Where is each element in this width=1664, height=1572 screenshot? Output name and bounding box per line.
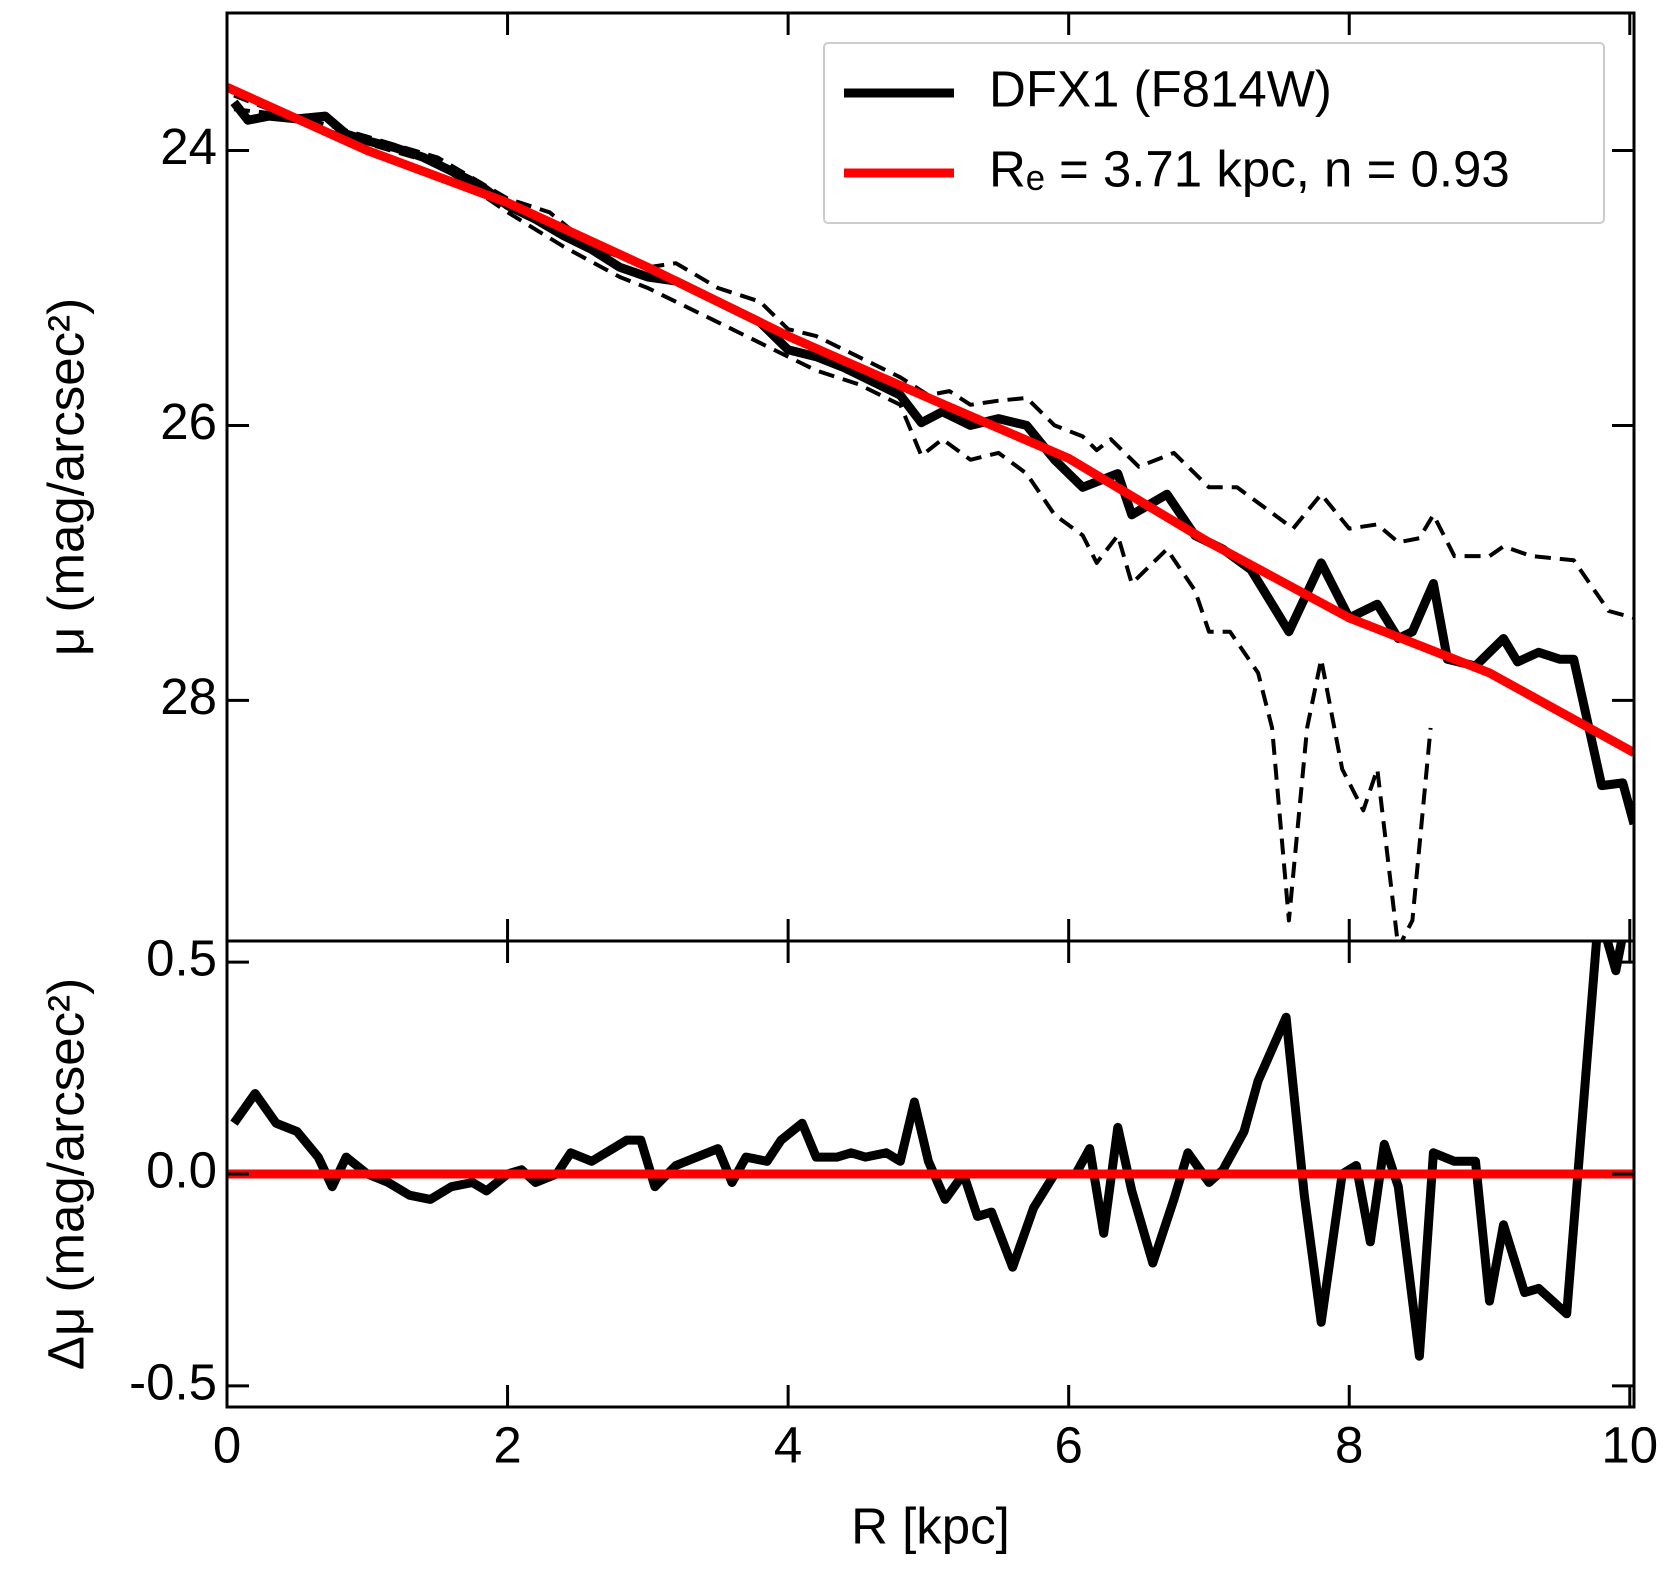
y-tick-label: 0.0 xyxy=(146,1141,217,1198)
x-tick-label: 6 xyxy=(1054,1416,1082,1473)
x-axis-label: R [kpc] xyxy=(851,1497,1010,1554)
legend-label: Rₑ = 3.71 kpc, n = 0.93 xyxy=(989,140,1510,197)
dashed-line xyxy=(233,107,1634,620)
dashed-line xyxy=(233,93,1433,941)
plot-area xyxy=(227,83,1634,941)
legend-box xyxy=(823,42,1605,224)
legend-label: DFX1 (F814W) xyxy=(989,60,1332,117)
plot-area xyxy=(227,941,1634,1361)
y-tick-label: -0.5 xyxy=(129,1353,217,1410)
y-tick-label: 0.5 xyxy=(146,930,217,987)
line xyxy=(227,83,1634,757)
y-axis-label: μ (mag/arcsec²) xyxy=(37,298,94,656)
line xyxy=(230,941,1627,1361)
y-tick-label: 26 xyxy=(160,393,217,450)
y-tick-label: 24 xyxy=(160,118,217,175)
line xyxy=(230,99,1634,826)
x-tick-label: 2 xyxy=(493,1416,521,1473)
x-tick-label: 4 xyxy=(774,1416,802,1473)
x-tick-label: 10 xyxy=(1601,1416,1658,1473)
y-axis-label: Δμ (mag/arcsec²) xyxy=(37,978,94,1370)
y-tick-label: 28 xyxy=(160,668,217,725)
x-tick-label: 0 xyxy=(213,1416,241,1473)
x-tick-label: 8 xyxy=(1335,1416,1363,1473)
